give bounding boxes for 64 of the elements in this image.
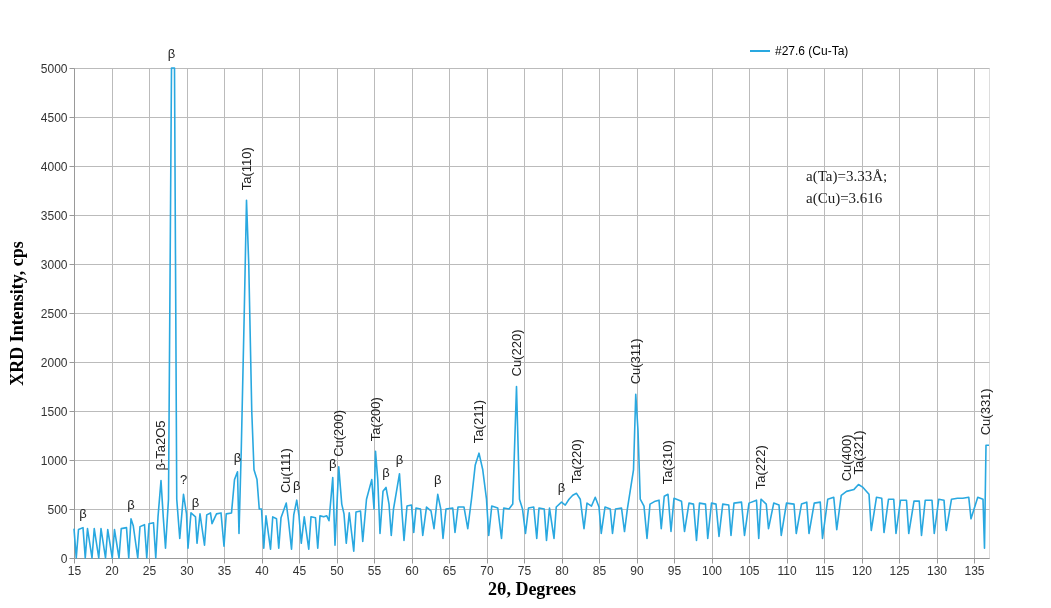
y-tick-label: 0 xyxy=(60,551,68,566)
x-tick-label: 105 xyxy=(739,563,760,578)
annotation: Ta(222) xyxy=(753,445,768,490)
x-tick-label: 55 xyxy=(367,563,382,578)
y-tick-label: 4500 xyxy=(40,110,68,125)
x-tick-label: 100 xyxy=(701,563,723,578)
y-tick-label: 1000 xyxy=(40,453,68,468)
x-tick-label: 25 xyxy=(142,563,157,578)
annotation: ? xyxy=(179,472,188,488)
annotation: Cu(111) xyxy=(278,448,294,494)
annotation: a(Ta)=3.33Å; xyxy=(806,167,888,185)
x-tick-label: 135 xyxy=(964,563,985,578)
annotation: Ta(220) xyxy=(568,439,584,484)
annotation: a(Cu)=3.616 xyxy=(806,189,883,207)
annotation: β xyxy=(293,478,301,494)
x-tick-label: 90 xyxy=(630,563,644,578)
y-tick-label: 500 xyxy=(47,502,68,517)
y-axis-title: XRD Intensity, cps xyxy=(6,241,27,386)
x-tick-label: 85 xyxy=(592,563,607,578)
x-tick-label: 35 xyxy=(217,563,232,578)
annotation: Ta(211) xyxy=(471,400,486,444)
y-tick-label: 5000 xyxy=(40,61,68,76)
x-tick-label: 95 xyxy=(667,563,682,578)
annotation: Cu(220) xyxy=(508,329,524,377)
annotation: β xyxy=(395,451,404,467)
x-tick-label: 45 xyxy=(292,563,307,578)
y-tick-label: 4000 xyxy=(40,159,68,174)
y-tick-label: 1500 xyxy=(40,404,68,419)
x-tick-label: 120 xyxy=(851,563,873,578)
annotation: β xyxy=(557,480,566,496)
annotation: β xyxy=(127,496,135,512)
x-tick-label: 110 xyxy=(777,563,797,578)
y-tick-label: 2000 xyxy=(40,355,68,370)
x-tick-label: 70 xyxy=(480,563,494,578)
x-tick-label: 65 xyxy=(442,563,457,578)
annotation: Ta(310) xyxy=(660,440,675,485)
x-tick-label: 80 xyxy=(555,563,569,578)
x-tick-label: 40 xyxy=(255,563,269,578)
x-tick-label: 75 xyxy=(517,563,532,578)
annotation: β xyxy=(167,46,176,61)
annotation: β xyxy=(329,455,337,471)
annotation: Ta(110) xyxy=(238,147,254,191)
x-tick-label: 115 xyxy=(814,563,835,578)
x-tick-label: 20 xyxy=(105,563,119,578)
annotation: β xyxy=(79,505,87,521)
annotation: Cu(331) xyxy=(978,388,993,436)
annotation: β xyxy=(191,494,200,510)
x-tick-label: 125 xyxy=(889,563,910,578)
annotation: Cu(200) xyxy=(330,409,346,457)
x-tick-label: 15 xyxy=(67,563,82,578)
legend-label: #27.6 (Cu-Ta) xyxy=(775,44,849,58)
annotation: β xyxy=(434,472,442,488)
x-tick-label: 60 xyxy=(405,563,419,578)
annotation: β xyxy=(382,465,390,481)
x-tick-label: 50 xyxy=(330,563,344,578)
y-tick-label: 3500 xyxy=(40,208,68,223)
x-axis-title: 2θ, Degrees xyxy=(487,578,577,599)
annotation: β-Ta2O5 xyxy=(153,420,168,471)
y-tick-label: 2500 xyxy=(40,306,68,321)
y-tick-label: 3000 xyxy=(40,257,68,272)
annotation: Cu(311) xyxy=(627,338,643,385)
x-tick-label: 130 xyxy=(926,563,948,578)
annotation: Ta(200) xyxy=(367,397,383,442)
x-tick-label: 30 xyxy=(180,563,194,578)
